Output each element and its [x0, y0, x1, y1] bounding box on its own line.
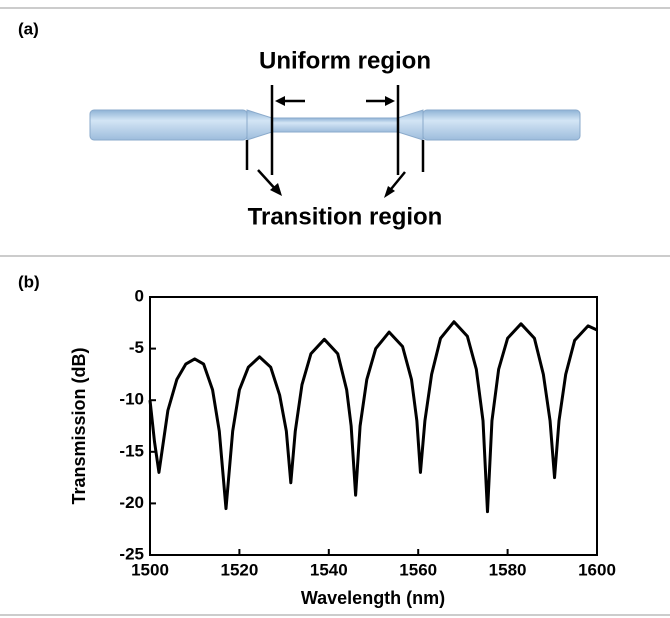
y-tick-label: -15: [119, 441, 144, 460]
x-tick-label: 1580: [489, 560, 527, 579]
y-tick-label: -20: [119, 493, 144, 512]
markers: [245, 85, 425, 195]
x-axis-title: Wavelength (nm): [301, 588, 445, 608]
transmission-curve: [148, 320, 598, 514]
y-tick-label: -25: [119, 544, 144, 563]
arrowheads: [270, 96, 395, 198]
x-tick-label: 1560: [399, 560, 437, 579]
y-tick-label: 0: [135, 286, 144, 305]
x-tick-label: 1600: [578, 560, 616, 579]
panel-label: (a): [18, 19, 39, 38]
y-tick-label: -10: [119, 390, 144, 409]
fiber: [89, 109, 581, 141]
uniform-label: Uniform region: [259, 47, 431, 74]
x-tick-label: 1520: [220, 560, 258, 579]
plot-frame: [149, 296, 598, 556]
y-tick-label: -5: [129, 338, 144, 357]
x-tick-label: 1540: [310, 560, 348, 579]
y-axis-title: Transmission (dB): [69, 347, 89, 504]
panel-label: (b): [18, 272, 40, 291]
transition-label: Transition region: [248, 203, 443, 230]
x-tick-label: 1500: [131, 560, 169, 579]
